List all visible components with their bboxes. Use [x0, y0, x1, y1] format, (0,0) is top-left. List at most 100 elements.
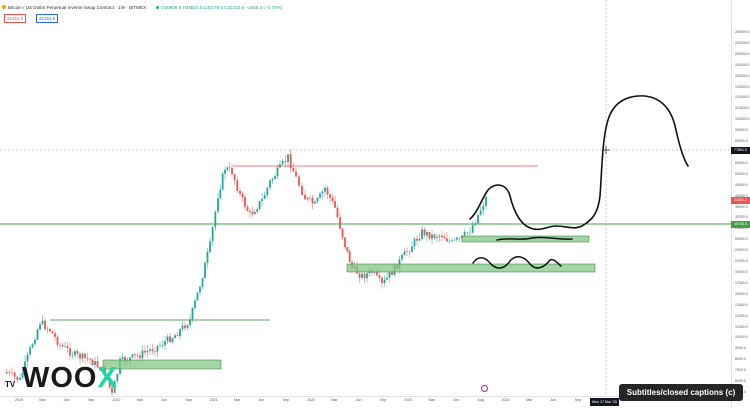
- candle-body: [51, 331, 54, 334]
- candle-body: [34, 339, 36, 345]
- candle-body: [201, 278, 204, 287]
- candle-body: [443, 237, 446, 239]
- ohlc-values: O30809.5 H35824.5 L30178.5 C32153.5 −165…: [161, 4, 283, 10]
- candle-body: [311, 197, 314, 204]
- scribble-lower: [472, 256, 562, 269]
- price-axis-label: 220000.0: [735, 40, 750, 45]
- candle-body: [19, 377, 21, 380]
- price-axis-label: 11000.0: [735, 324, 748, 329]
- candle-body: [269, 180, 271, 188]
- candle-body: [186, 325, 189, 329]
- candle-body: [204, 262, 206, 279]
- time-axis[interactable]: [0, 396, 731, 408]
- price-chart[interactable]: [0, 0, 731, 396]
- event-marker-icon[interactable]: [481, 385, 488, 392]
- demand-zone-lower: [346, 263, 596, 273]
- candle-body: [194, 300, 196, 308]
- candle-body: [428, 231, 431, 239]
- candle-body: [44, 320, 46, 330]
- projection-drawing: [469, 95, 689, 231]
- time-axis-label: 2022: [307, 398, 315, 402]
- candle-body: [94, 361, 96, 366]
- candle-body: [358, 273, 361, 278]
- time-axis-label: Mar: [526, 398, 533, 402]
- candle-body: [271, 179, 274, 181]
- candle-body: [171, 338, 174, 343]
- candle-body: [456, 237, 458, 240]
- price-axis-label: 19000.0: [735, 270, 748, 274]
- price-axis-label: 12000.0: [735, 313, 748, 318]
- candle-body: [251, 212, 254, 215]
- candle-body: [249, 210, 251, 213]
- candle-body: [226, 167, 229, 170]
- candle-body: [266, 187, 269, 195]
- sell-price-box[interactable]: 32151.0: [4, 14, 27, 23]
- time-axis-label: Mar: [428, 398, 435, 402]
- candle-body: [96, 361, 99, 368]
- candle-body: [191, 307, 194, 320]
- candle-body: [289, 154, 292, 168]
- candle-body: [386, 277, 388, 280]
- candle-body: [179, 329, 181, 337]
- price-axis-label: 23000.0: [735, 248, 748, 253]
- candle-body: [101, 366, 104, 371]
- woox-brand-text: WOO: [22, 362, 98, 394]
- woox-brand-accent: X: [97, 362, 118, 394]
- candle-body: [485, 196, 487, 206]
- candle-body: [211, 227, 214, 242]
- price-axis-label: 180000.0: [735, 62, 750, 67]
- candle-body: [24, 361, 26, 373]
- price-axis-label: 6000.0: [735, 379, 746, 384]
- candle-body: [209, 241, 211, 253]
- candle-body: [344, 237, 346, 248]
- candle-body: [46, 328, 49, 330]
- candle-body: [363, 273, 366, 279]
- candle-body: [298, 176, 300, 186]
- candle-body: [13, 372, 16, 377]
- candle-body: [124, 357, 126, 363]
- time-axis-label: Sep: [88, 398, 95, 402]
- candle-body: [438, 235, 441, 238]
- bitmex-logo-icon: [2, 5, 6, 9]
- candle-body: [134, 354, 136, 356]
- level-price-tag: 30743.5: [731, 221, 750, 228]
- candle-body: [413, 238, 416, 247]
- candle-body: [418, 238, 421, 241]
- candle-body: [411, 246, 413, 252]
- time-axis-label: Jun: [161, 398, 167, 402]
- candle-body: [477, 214, 479, 224]
- candle-body: [319, 193, 321, 198]
- candle-body: [436, 237, 438, 238]
- candle-body: [258, 200, 261, 210]
- tradingview-logo: TV: [5, 380, 16, 389]
- buy-price-box[interactable]: 32151.5: [36, 14, 59, 23]
- symbol-title[interactable]: Bitcoin / US Dollar Perpetual Inverse Sw…: [8, 4, 147, 10]
- candle-body: [408, 251, 411, 253]
- captions-tooltip: Subtitles/closed captions (c): [619, 384, 743, 401]
- price-axis-label: 80000.0: [735, 139, 748, 144]
- candle-body: [39, 324, 41, 330]
- candle-body: [59, 344, 61, 346]
- price-axis[interactable]: [731, 0, 750, 408]
- price-axis-label: 15000.0: [735, 291, 748, 296]
- candle-body: [131, 354, 134, 358]
- candle-body: [366, 273, 368, 279]
- candle-body: [376, 271, 378, 276]
- price-axis-label: 26000.0: [735, 237, 748, 242]
- symbol-header: Bitcoin / US Dollar Perpetual Inverse Sw…: [2, 2, 282, 12]
- candle-body: [373, 271, 376, 273]
- candle-body: [111, 387, 113, 393]
- candle-body: [54, 333, 56, 337]
- candle-body: [346, 247, 349, 251]
- candle-body: [433, 234, 436, 238]
- time-axis-label: Aug: [477, 398, 484, 402]
- price-axis-label: 17000.0: [735, 280, 748, 285]
- time-axis-label: Jun: [258, 398, 265, 402]
- candle-body: [391, 272, 393, 275]
- market-status-icon: [156, 5, 160, 9]
- candle-body: [466, 232, 469, 233]
- time-axis-label: Sep: [380, 398, 387, 402]
- price-axis-label: 90000.0: [735, 128, 748, 133]
- price-axis-label: 110000.0: [735, 106, 750, 111]
